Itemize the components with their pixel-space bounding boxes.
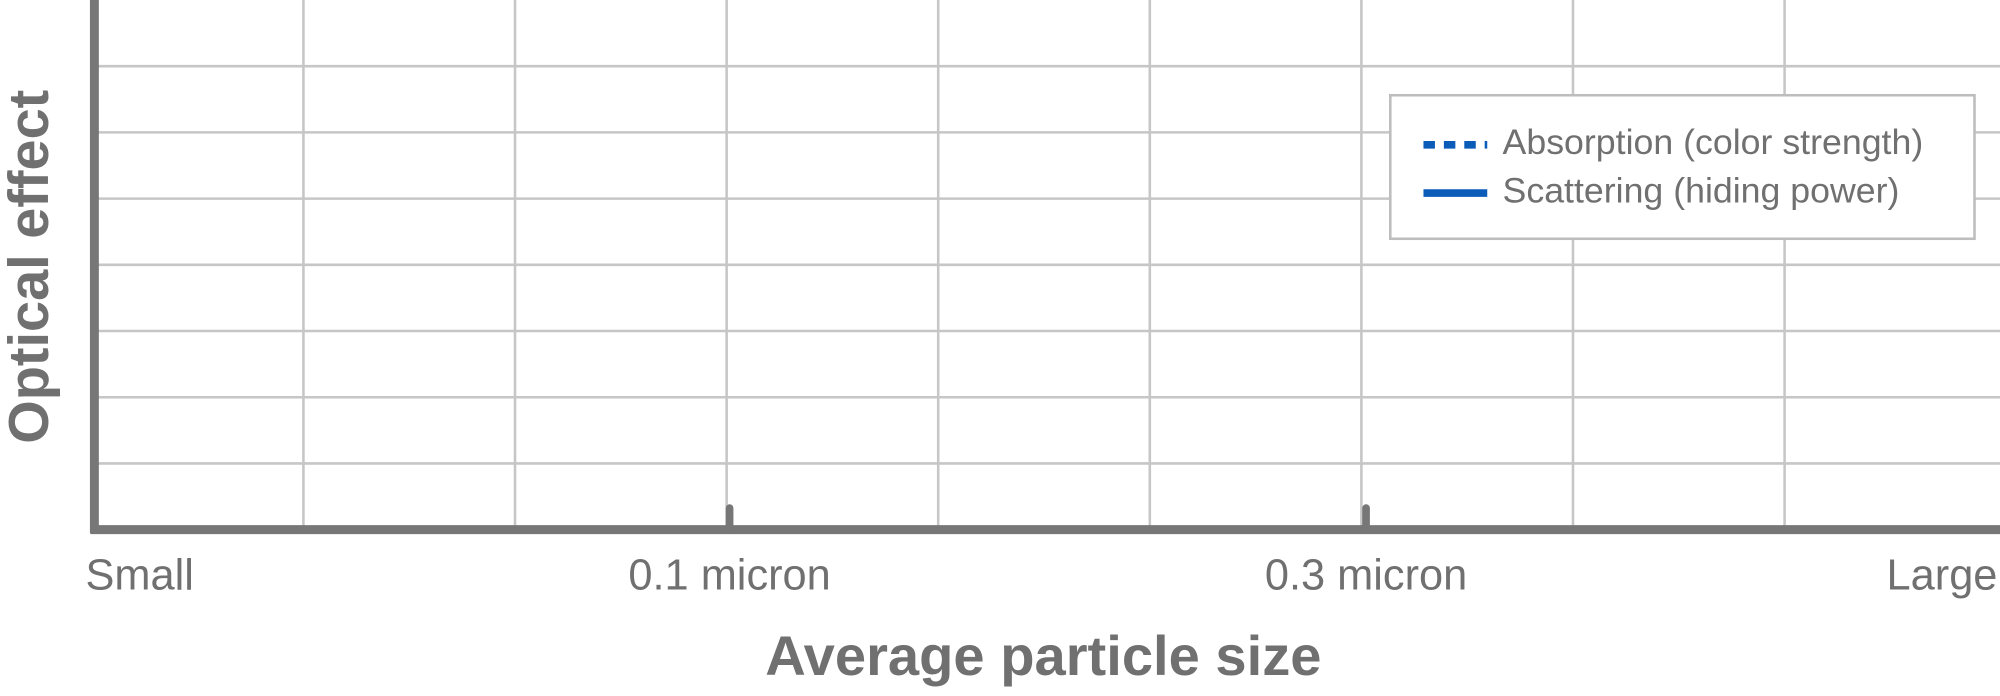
legend-label: Scattering (hiding power) — [1503, 171, 1900, 211]
x-tick-label: Small — [85, 551, 193, 599]
x-tick-label: 0.3 micron — [1265, 551, 1467, 599]
legend-label: Absorption (color strength) — [1503, 122, 1924, 162]
legend-box — [1389, 93, 1976, 241]
y-axis-title: Optical effect — [0, 90, 60, 444]
x-tick-label: Large — [1887, 551, 1998, 599]
x-axis-title: Average particle size — [765, 624, 1321, 687]
x-tick-label: 0.1 micron — [628, 551, 830, 599]
